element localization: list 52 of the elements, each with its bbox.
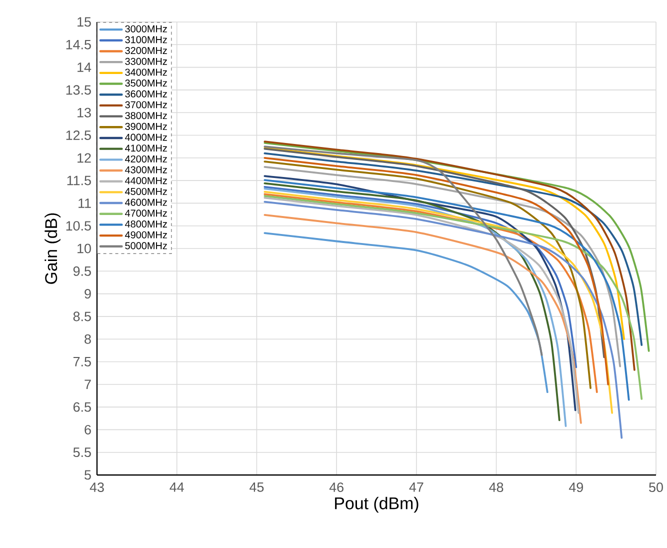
x-tick-label: 43 bbox=[90, 482, 104, 492]
legend-label: 4900MHz bbox=[125, 231, 167, 238]
y-tick-label: 14.5 bbox=[66, 40, 91, 50]
legend-label: 4200MHz bbox=[125, 155, 167, 162]
legend-label: 4500MHz bbox=[125, 188, 167, 196]
legend-label: 4000MHz bbox=[125, 134, 167, 141]
y-tick-label: 7.5 bbox=[73, 357, 91, 366]
legend-label: 3100MHz bbox=[125, 36, 167, 44]
y-tick-label: 9.5 bbox=[73, 266, 91, 276]
y-tick-label: 10.5 bbox=[66, 221, 91, 231]
legend-label: 4700MHz bbox=[125, 210, 167, 217]
legend-label: 3300MHz bbox=[125, 58, 167, 65]
legend-label: 4100MHz bbox=[125, 144, 167, 152]
legend-label: 4300MHz bbox=[125, 166, 167, 174]
y-tick-label: 5.5 bbox=[73, 448, 91, 458]
y-tick-label: 14 bbox=[78, 62, 92, 72]
legend-label: 4800MHz bbox=[125, 220, 167, 228]
x-tick-label: 45 bbox=[250, 482, 264, 492]
y-tick-label: 5 bbox=[84, 470, 91, 480]
y-tick-label: 9 bbox=[84, 289, 91, 299]
y-tick-label: 6 bbox=[84, 424, 91, 434]
y-tick-label: 8 bbox=[84, 334, 91, 344]
y-axis-title: Gain (dB) bbox=[44, 213, 60, 284]
y-tick-label: 8.5 bbox=[73, 312, 91, 322]
y-tick-label: 15 bbox=[78, 17, 91, 27]
y-tick-label: 11.5 bbox=[67, 176, 91, 186]
x-axis-title: Pout (dBm) bbox=[335, 496, 418, 513]
y-tick-label: 11 bbox=[78, 198, 91, 208]
legend-label: 3600MHz bbox=[125, 90, 167, 98]
y-tick-label: 13.5 bbox=[66, 85, 91, 95]
legend-label: 3900MHz bbox=[125, 122, 167, 130]
legend-label: 3800MHz bbox=[125, 112, 167, 120]
y-tick-label: 12 bbox=[78, 153, 91, 163]
x-tick-label: 47 bbox=[409, 482, 424, 492]
legend-label: 3700MHz bbox=[125, 101, 167, 108]
y-tick-label: 10 bbox=[78, 244, 91, 254]
y-tick-label: 7 bbox=[84, 380, 91, 390]
x-tick-label: 48 bbox=[489, 482, 504, 492]
legend-label: 4600MHz bbox=[125, 198, 167, 206]
legend-label: 3200MHz bbox=[125, 47, 167, 54]
legend-label: 4400MHz bbox=[125, 177, 167, 184]
legend-label: 3400MHz bbox=[125, 68, 167, 76]
y-tick-label: 12.5 bbox=[66, 130, 91, 140]
x-tick-label: 49 bbox=[568, 482, 583, 492]
legend-label: 3500MHz bbox=[125, 80, 167, 87]
x-tick-label: 44 bbox=[170, 482, 184, 492]
legend-label: 3000MHz bbox=[125, 25, 167, 32]
y-tick-label: 13 bbox=[78, 108, 91, 118]
x-tick-label: 50 bbox=[649, 482, 663, 492]
y-tick-label: 6.5 bbox=[73, 402, 91, 412]
x-tick-label: 46 bbox=[329, 482, 344, 492]
legend-label: 5000MHz bbox=[125, 242, 167, 250]
